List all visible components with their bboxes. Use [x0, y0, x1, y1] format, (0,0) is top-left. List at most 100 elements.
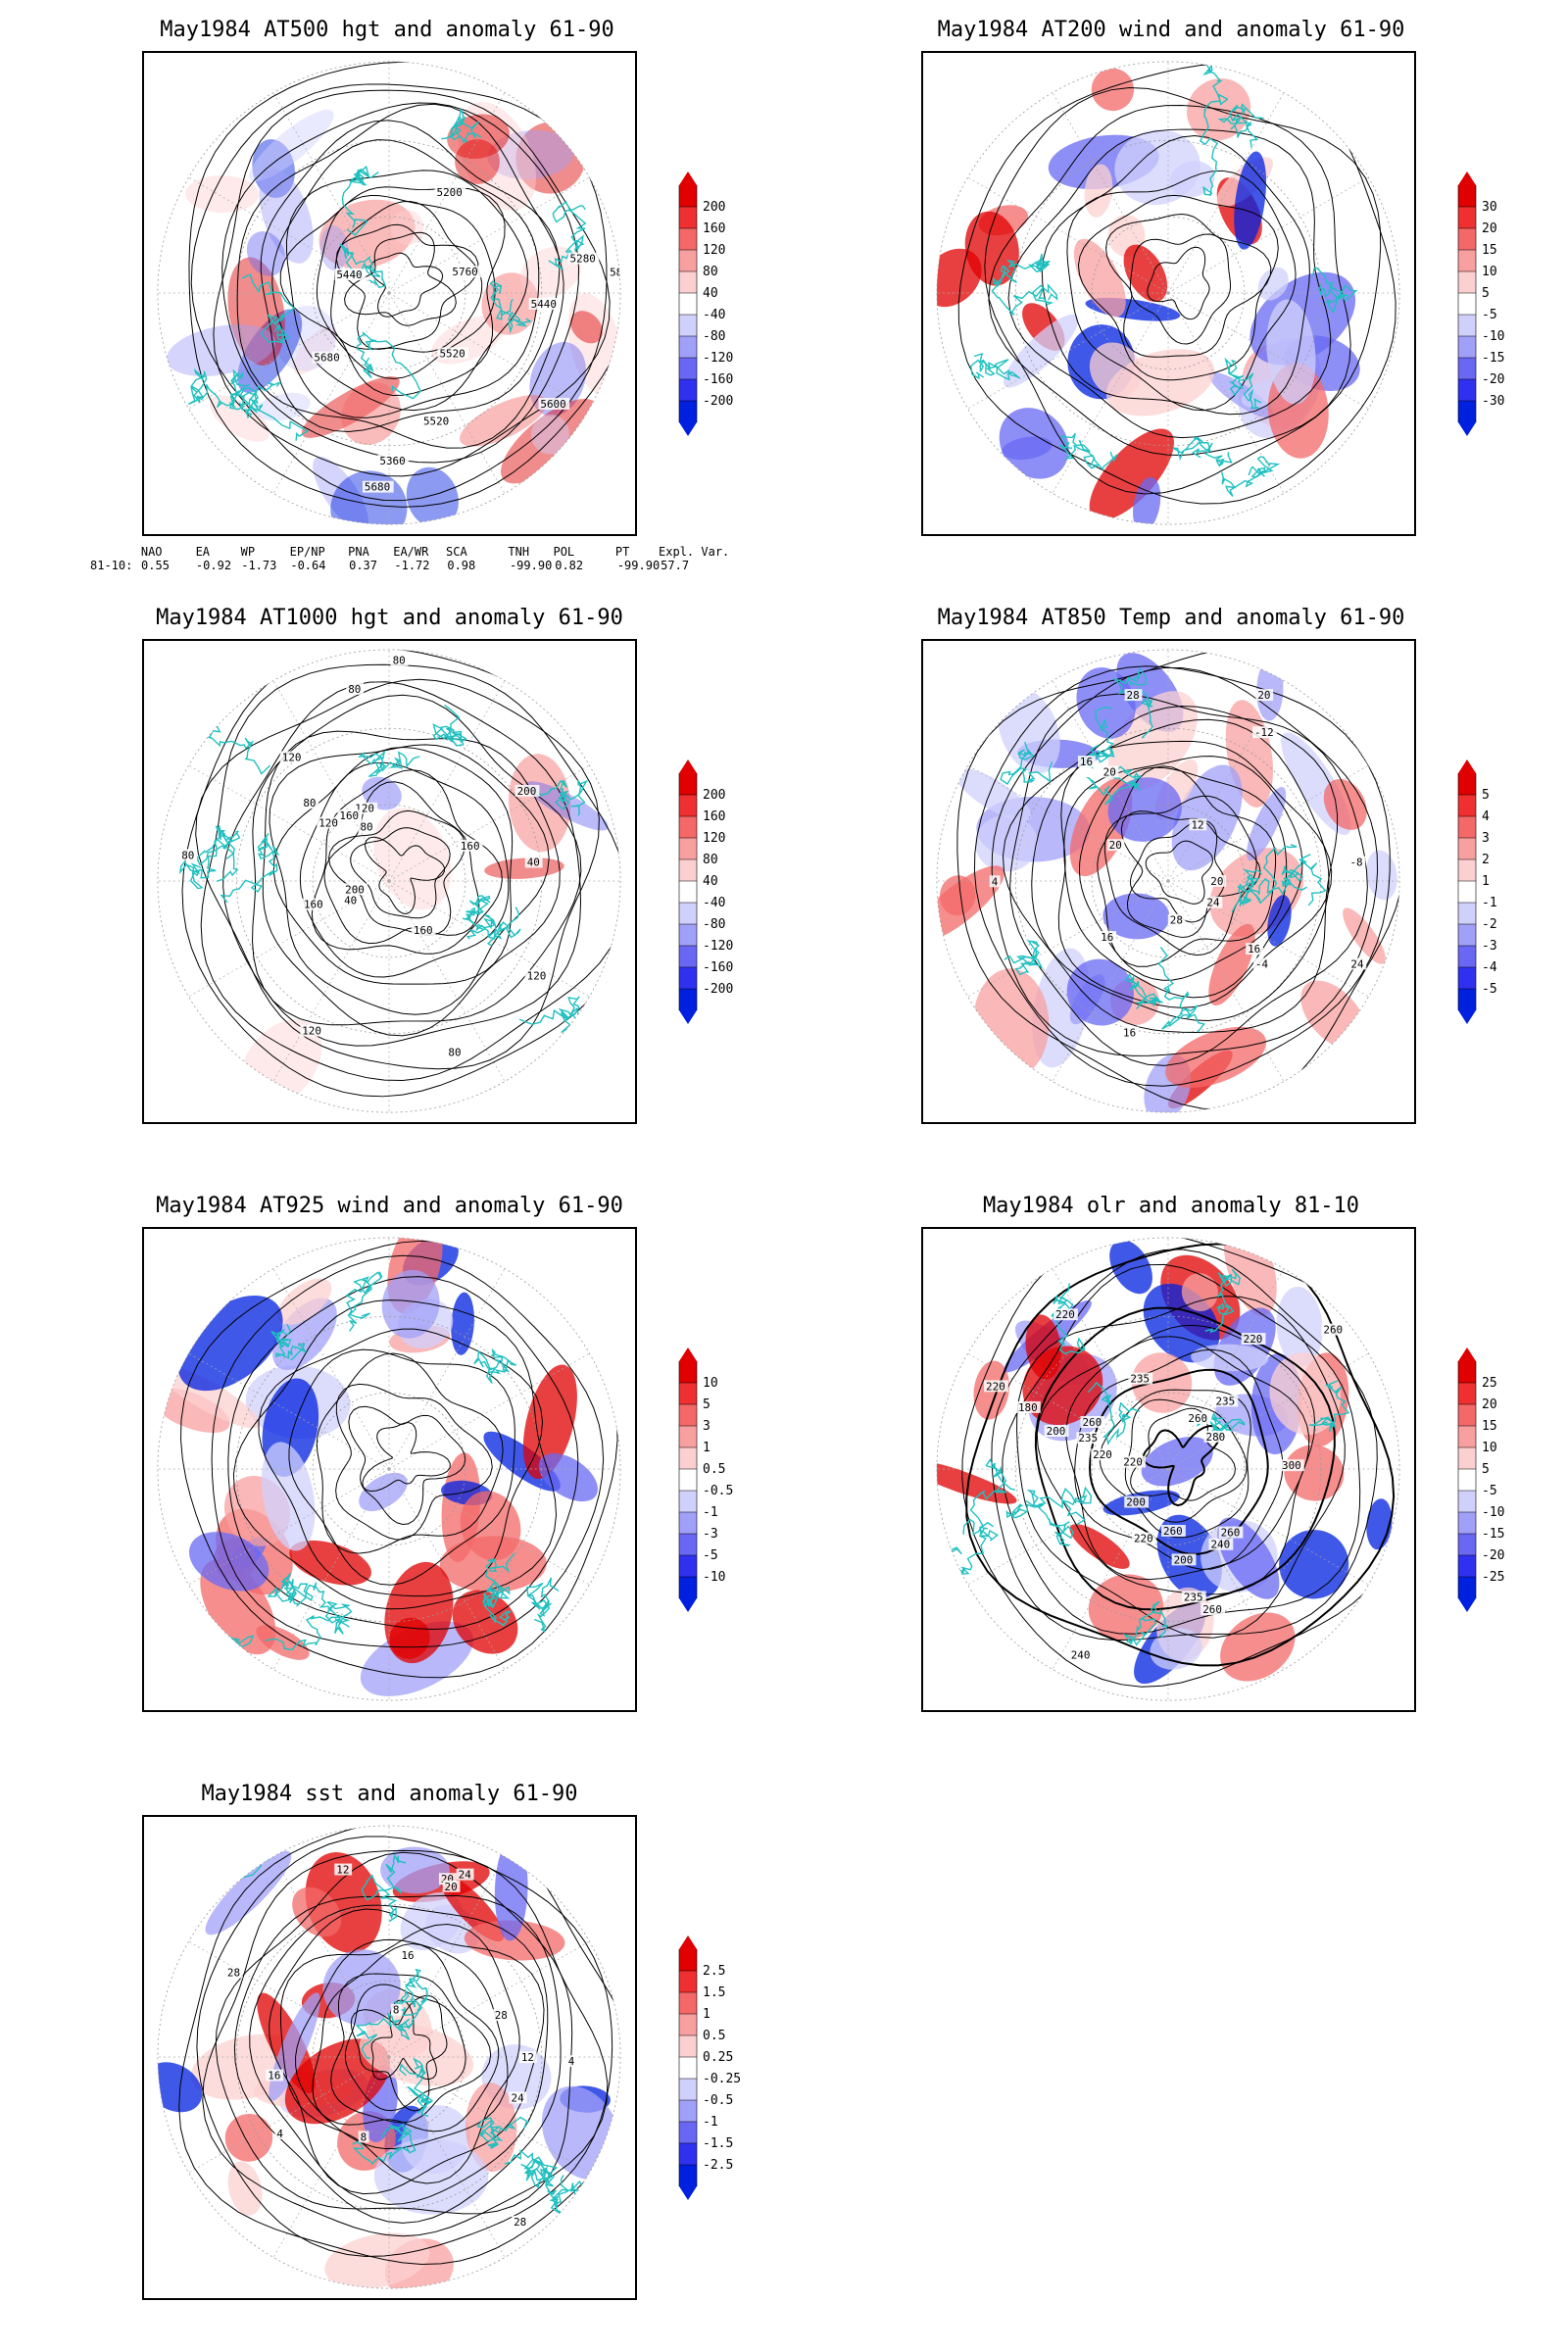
colorbar-tick-label: -1 [703, 1505, 718, 1520]
colorbar-segment [1458, 1512, 1476, 1534]
colorbar-tick-label: -2.5 [703, 2158, 733, 2173]
latitude-circle [235, 139, 543, 447]
anomaly-shading [1366, 850, 1397, 901]
anomaly-shading [1181, 1273, 1218, 1311]
contour-label: 4 [568, 2055, 575, 2068]
coastline [357, 750, 420, 778]
colorbar-segment [679, 859, 697, 881]
contour-label: 28 [1127, 689, 1140, 702]
colorbar-tick-label: -160 [703, 960, 733, 975]
map-svg [936, 61, 1400, 525]
contour-line [1120, 810, 1261, 938]
index-header: Expl. Var. [659, 545, 730, 559]
colorbar-segment [1458, 859, 1476, 881]
contour-line [215, 1851, 573, 2215]
index-value: -99.90 [616, 559, 661, 572]
index-header: EA/WR [393, 545, 429, 559]
coastline [504, 2148, 565, 2215]
colorbar-arrow-bottom [679, 1598, 697, 1612]
anomaly-shading [1105, 349, 1215, 416]
contour-line [1097, 765, 1277, 967]
colorbar-tick-label: 160 [703, 221, 725, 236]
anomaly-shading [452, 1590, 518, 1654]
colorbar-segment [679, 401, 697, 422]
contour-label: 5840 [610, 266, 635, 278]
map-svg: 8012016020012016080120160801202001601208… [157, 649, 621, 1113]
contour-label: 12 [521, 2051, 534, 2064]
colorbar-tick-label: 5 [1482, 788, 1490, 803]
colorbar-tick-label: -5 [1482, 982, 1497, 997]
contour-label: 300 [1282, 1459, 1301, 1472]
index-header: TNH [508, 545, 530, 559]
coastline [270, 1323, 307, 1361]
coastline [525, 1577, 560, 1633]
coastline [230, 368, 264, 414]
colorbar-segment [1458, 967, 1476, 989]
anomaly-shading [451, 1292, 474, 1355]
coastline [520, 2156, 559, 2189]
coastline [432, 704, 467, 747]
contour-label: 200 [517, 785, 537, 798]
coastline [178, 834, 239, 890]
polar-map: 260 260 240 235 220 240 260 220 280 235 260 220 200 1… [921, 1227, 1416, 1712]
contour-label: 260 [1163, 1525, 1183, 1538]
contour-line [973, 665, 1391, 1087]
colorbar-segment [1458, 816, 1476, 838]
contour-label: 235 [1215, 1395, 1235, 1407]
anomaly-shading [249, 109, 334, 181]
anomaly-shading [1131, 1352, 1193, 1413]
colorbar-segment [679, 2165, 697, 2186]
anomaly-shading [227, 2161, 263, 2216]
contour-label: 235 [1184, 1591, 1203, 1603]
colorbar-segment [1458, 838, 1476, 859]
colorbar-segment [679, 989, 697, 1010]
anomaly-shading [1208, 923, 1255, 1006]
colorbar-tick-label: 160 [703, 809, 725, 824]
colorbar-segment [679, 228, 697, 250]
colorbar-tick-label: 2 [1482, 853, 1490, 867]
coastline [991, 265, 1058, 316]
colorbar-segment [1458, 1447, 1476, 1469]
colorbar-tick-label: 5 [1482, 286, 1490, 301]
contour-line [222, 681, 582, 1047]
contour-line [269, 744, 550, 1015]
colorbar-segment [679, 816, 697, 838]
anomaly-shading [936, 1459, 1017, 1504]
colorbar-tick-label: 3 [703, 1419, 710, 1434]
coastline [1220, 456, 1281, 497]
colorbar-tick-label: -200 [703, 982, 733, 997]
contour-label: 20 [1210, 875, 1223, 888]
contour-label: 8 [361, 2131, 368, 2143]
colorbar-arrow-bottom [679, 422, 697, 436]
contour-line [260, 120, 561, 432]
contour-label: 120 [318, 817, 338, 830]
colorbar-tick-label: -10 [703, 1570, 725, 1585]
coastline [352, 2123, 416, 2166]
anomaly-shading [519, 246, 582, 298]
contour-line [1041, 135, 1310, 416]
contour-label: 16 [402, 1949, 415, 1962]
colorbar-segment [679, 967, 697, 989]
index-value: 0.55 [141, 559, 170, 572]
colorbar-segment [679, 1491, 697, 1512]
contour-label: 120 [282, 751, 302, 763]
contour-line [961, 1237, 1400, 1688]
panel-title: May1984 AT500 hgt and anomaly 61-90 [160, 18, 614, 42]
contour-label: 28 [227, 1967, 240, 1980]
contour-label: 12 [1191, 818, 1203, 831]
colorbar-segment [679, 838, 697, 859]
contour-label: 160 [304, 899, 323, 911]
anomaly-shading [1300, 980, 1367, 1051]
anomaly-shading [973, 968, 1050, 1079]
anomaly-shading [1266, 299, 1316, 405]
contour-line [236, 103, 564, 449]
colorbar-segment [679, 2014, 697, 2035]
coastline [1231, 844, 1298, 913]
colorbar-tick-label: -5 [1482, 1484, 1497, 1498]
contour-line [279, 1924, 520, 2184]
contour-label: 40 [527, 856, 540, 868]
coastline [1122, 1600, 1168, 1646]
index-value: -99.90 [509, 559, 553, 572]
coastline [473, 1348, 517, 1384]
contour-label: -12 [1254, 726, 1274, 739]
